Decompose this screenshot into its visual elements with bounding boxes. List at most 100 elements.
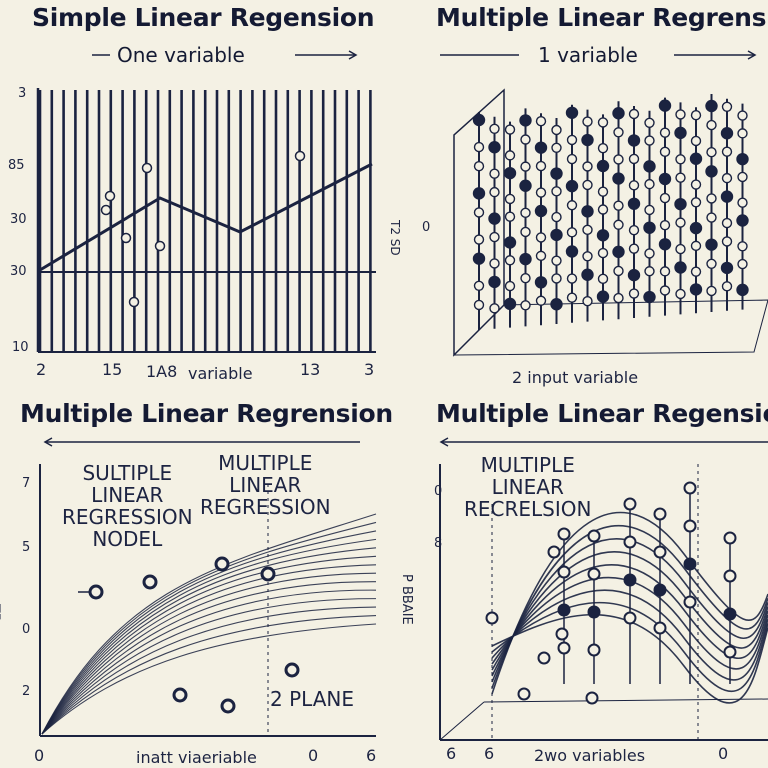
x-axis-label: 2 input variable xyxy=(512,368,639,387)
y-tick: 8 xyxy=(434,536,443,551)
data-point xyxy=(503,297,517,311)
regression-curve xyxy=(41,513,377,735)
data-point xyxy=(294,150,306,162)
regression-curve xyxy=(491,601,768,693)
regression-curve xyxy=(491,511,768,695)
data-point xyxy=(723,569,737,583)
data-point xyxy=(587,643,601,657)
data-point xyxy=(612,172,625,185)
data-point xyxy=(520,226,531,238)
data-point xyxy=(653,545,667,559)
data-point xyxy=(659,192,671,204)
data-point xyxy=(504,211,516,222)
y-tick: 2 xyxy=(22,684,31,699)
data-point xyxy=(675,288,686,300)
data-point xyxy=(674,126,687,140)
data-point xyxy=(535,160,547,172)
data-point xyxy=(720,261,734,275)
regression-curve xyxy=(491,551,768,677)
data-point xyxy=(488,141,501,154)
data-point xyxy=(706,193,717,204)
data-point xyxy=(582,295,593,307)
regression-surface-plot xyxy=(39,464,377,737)
data-point xyxy=(627,268,641,282)
data-point xyxy=(613,219,624,230)
data-point xyxy=(721,217,733,229)
data-point xyxy=(534,141,548,154)
data-point xyxy=(623,535,637,549)
data-point xyxy=(644,178,655,190)
data-point xyxy=(557,603,571,617)
data-point xyxy=(489,168,500,179)
x-axis-label: variable xyxy=(188,364,253,383)
data-point xyxy=(623,573,637,587)
y-tick: 7 xyxy=(22,476,31,491)
scatter-3d-plot xyxy=(452,88,768,357)
data-point xyxy=(473,299,485,311)
data-point xyxy=(557,641,571,655)
data-point xyxy=(644,248,655,259)
data-point xyxy=(723,607,737,621)
x-tick: 1A8 xyxy=(146,362,178,381)
data-point xyxy=(720,190,734,203)
panel-multiple-regression-3d: Multiple Linear Regrensio 1 variable T2 … xyxy=(384,0,768,387)
data-point xyxy=(659,266,671,277)
data-point xyxy=(737,110,748,121)
data-point xyxy=(581,133,594,147)
data-point xyxy=(535,250,547,262)
data-point xyxy=(154,240,166,252)
regression-curve xyxy=(491,576,768,670)
x-tick: 6 xyxy=(484,744,495,763)
data-point xyxy=(737,197,748,208)
data-point xyxy=(597,186,609,197)
subtitle-arrow xyxy=(92,50,358,60)
data-point xyxy=(520,300,531,311)
data-point xyxy=(565,179,579,193)
regression-curve xyxy=(41,555,377,735)
data-point xyxy=(723,645,737,659)
data-point xyxy=(690,240,702,252)
data-point xyxy=(473,141,485,153)
data-point xyxy=(550,167,563,180)
data-point xyxy=(675,154,686,165)
data-point xyxy=(582,116,593,127)
data-point xyxy=(566,227,578,238)
data-point xyxy=(597,117,609,128)
data-point xyxy=(581,205,594,218)
data-point xyxy=(547,545,561,559)
data-point xyxy=(658,99,672,112)
data-point xyxy=(535,115,547,127)
data-point xyxy=(705,238,718,251)
data-point xyxy=(706,147,717,158)
title-arrow xyxy=(439,437,768,447)
data-point xyxy=(737,171,748,183)
data-point xyxy=(535,187,547,198)
data-point xyxy=(566,200,578,211)
data-point xyxy=(596,290,610,303)
data-point xyxy=(653,507,667,521)
data-point xyxy=(737,258,748,270)
data-point xyxy=(473,234,485,245)
data-point xyxy=(596,159,610,173)
title-arrow xyxy=(43,437,360,447)
data-point xyxy=(284,662,300,678)
data-point xyxy=(489,303,500,314)
data-point xyxy=(503,166,517,180)
data-point xyxy=(683,557,697,571)
data-point xyxy=(690,179,702,190)
data-point xyxy=(659,127,671,138)
data-point xyxy=(551,273,562,284)
panel-title: Multiple Linear Regensio xyxy=(436,399,768,428)
regression-annotation: MULTIPLE LINEAR RECRELSION xyxy=(464,453,592,521)
data-point xyxy=(520,161,531,172)
data-point xyxy=(613,292,624,304)
data-point xyxy=(627,134,641,147)
data-point xyxy=(675,172,686,183)
regression-curve xyxy=(41,581,377,735)
x-tick: 13 xyxy=(300,360,321,379)
data-point xyxy=(690,266,702,277)
x-tick: 6 xyxy=(366,746,377,765)
data-point xyxy=(690,109,702,121)
data-point xyxy=(721,146,733,157)
data-point xyxy=(520,134,531,145)
